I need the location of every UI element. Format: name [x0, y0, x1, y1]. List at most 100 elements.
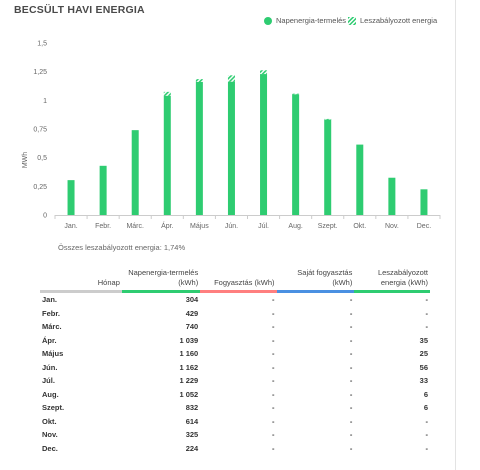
bar-curtailed[interactable] [292, 93, 300, 95]
month-cell: Ápr. [42, 335, 57, 345]
curtailed-cell: - [425, 430, 429, 440]
bar-curtailed[interactable] [324, 118, 332, 120]
bar-production[interactable] [324, 119, 332, 215]
legend-curtailed-label: Leszabályozott energia [360, 16, 438, 25]
table-row: Jún. 1 162 - - 56 [40, 361, 430, 375]
curtailed-cell: 33 [419, 376, 428, 386]
x-tick-label: Aug. [288, 223, 302, 230]
y-tick-label: 0,25 [33, 184, 47, 191]
y-tick-label: 1 [43, 98, 47, 105]
monthly-energy-table: Hónap Napenergia-termelés (kWh) Fogyaszt… [40, 268, 430, 455]
curtailed-cell: - [425, 443, 429, 453]
x-tick-label: Júl. [258, 223, 269, 230]
table-row: Dec. 224 - - - [40, 442, 430, 456]
self-consumption-cell: - [349, 389, 353, 399]
curtailed-cell: - [425, 322, 429, 332]
production-cell: 1 160 [179, 349, 199, 359]
month-cell: Szept. [42, 403, 65, 413]
bar-curtailed[interactable] [227, 75, 235, 82]
table-row: Febr. 429 - - - [40, 307, 430, 321]
month-cell: Május [42, 349, 64, 359]
self-consumption-cell: - [349, 335, 353, 345]
curtailed-cell: 6 [423, 389, 428, 399]
self-consumption-cell: - [349, 376, 353, 386]
table-row: Jan. 304 - - - [40, 292, 430, 307]
month-cell: Júl. [42, 376, 55, 386]
self-consumption-cell: - [349, 322, 353, 332]
self-consumption-cell: - [349, 295, 353, 305]
production-cell: 1 039 [179, 335, 199, 345]
self-consumption-cell: - [349, 416, 353, 426]
page-title: BECSÜLT HAVI ENERGIA [14, 4, 145, 16]
bar-production[interactable] [292, 94, 300, 215]
consumption-cell: - [272, 389, 275, 399]
bar-production[interactable] [163, 95, 171, 215]
self-consumption-cell: - [349, 362, 353, 372]
production-cell: 1 162 [179, 362, 199, 372]
self-consumption-cell: - [349, 308, 353, 318]
consumption-cell: - [272, 376, 275, 386]
col-curtailed: Leszabályozott energia (kWh) [354, 268, 430, 293]
bar-production[interactable] [388, 177, 396, 215]
x-tick-label: Jún. [225, 223, 238, 230]
y-tick-label: 1,5 [37, 41, 47, 48]
y-tick-label: 0 [43, 213, 47, 220]
legend-curtailed[interactable]: Leszabályozott energia [348, 16, 437, 25]
bar-curtailed[interactable] [195, 79, 203, 82]
consumption-cell: - [272, 322, 275, 332]
consumption-cell: - [272, 430, 275, 440]
bar-production[interactable] [227, 81, 235, 216]
bar-production[interactable] [260, 74, 268, 215]
y-tick-label: 0,5 [37, 155, 47, 162]
month-cell: Dec. [42, 443, 58, 453]
curtailed-cell: - [425, 416, 429, 426]
legend-production-label: Napenergia-termelés [276, 16, 347, 25]
table-row: Nov. 325 - - - [40, 428, 430, 442]
y-axis-label: MWh [22, 152, 29, 168]
bar-production[interactable] [195, 81, 203, 215]
bar-production[interactable] [67, 180, 75, 215]
table-row: Júl. 1 229 - - 33 [40, 374, 430, 388]
production-cell: 740 [185, 322, 199, 332]
x-tick-label: Május [190, 223, 209, 230]
table-row: Okt. 614 - - - [40, 415, 430, 429]
curtailed-cell: 25 [419, 349, 428, 359]
y-tick-label: 1,25 [33, 69, 47, 76]
production-cell: 429 [185, 308, 199, 318]
bar-production[interactable] [99, 165, 107, 215]
month-cell: Aug. [42, 389, 59, 399]
legend-production[interactable]: Napenergia-termelés [264, 16, 346, 25]
month-cell: Márc. [42, 322, 62, 332]
y-tick-label: 0,75 [33, 127, 47, 134]
bar-production[interactable] [131, 130, 139, 215]
consumption-cell: - [272, 362, 275, 372]
production-cell: 304 [185, 295, 199, 305]
x-tick-label: Nov. [385, 223, 399, 230]
x-tick-label: Dec. [417, 223, 431, 230]
x-tick-label: Okt. [353, 223, 366, 230]
production-cell: 614 [185, 416, 199, 426]
bar-production[interactable] [356, 144, 364, 215]
table-row: Május 1 160 - - 25 [40, 347, 430, 361]
curtailed-cell: 56 [419, 362, 428, 372]
curtailed-cell: - [425, 295, 429, 305]
bar-curtailed[interactable] [163, 91, 171, 96]
self-consumption-cell: - [349, 349, 353, 359]
table-row: Ápr. 1 039 - - 35 [40, 334, 430, 348]
production-cell: 224 [185, 443, 199, 453]
self-consumption-cell: - [349, 443, 353, 453]
consumption-cell: - [272, 335, 275, 345]
consumption-cell: - [272, 416, 275, 426]
bar-production[interactable] [420, 189, 428, 215]
consumption-cell: - [272, 308, 275, 318]
month-cell: Jún. [42, 362, 58, 372]
consumption-cell: - [272, 443, 275, 453]
bar-curtailed[interactable] [260, 70, 268, 75]
panel-divider [455, 0, 456, 470]
month-cell: Jan. [42, 295, 58, 305]
x-tick-label: Ápr. [161, 221, 174, 230]
hatch-icon [348, 16, 356, 25]
curtailed-cell: 35 [419, 335, 428, 345]
x-tick-label: Jan. [64, 223, 77, 230]
col-self-consumption: Saját fogyasztás (kWh) [276, 268, 355, 293]
